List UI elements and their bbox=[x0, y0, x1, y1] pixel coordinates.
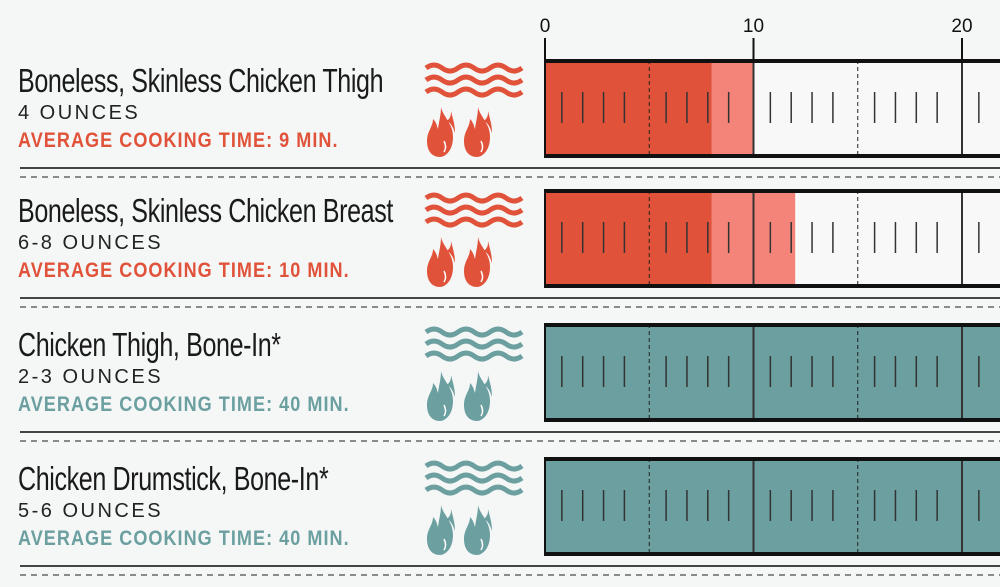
bar-value bbox=[545, 458, 1000, 555]
flame-shape bbox=[427, 371, 455, 421]
cut-weight: 5-6 OUNCES bbox=[18, 500, 164, 522]
wave-line bbox=[424, 338, 524, 350]
flame-icon bbox=[464, 505, 492, 555]
flame-shape bbox=[427, 505, 455, 555]
wave-line bbox=[424, 74, 524, 86]
flame-icon bbox=[427, 107, 455, 157]
row-label: Boneless, Skinless Chicken Breast 6-8 OUN… bbox=[18, 192, 511, 283]
flame-shape bbox=[427, 237, 455, 287]
bar-row bbox=[20, 323, 1000, 442]
cut-title: Chicken Thigh, Bone-In* bbox=[18, 326, 281, 363]
wave-line bbox=[424, 326, 524, 338]
flame-icon bbox=[427, 237, 455, 287]
wave-line bbox=[424, 460, 524, 472]
row-label: Chicken Drumstick, Bone-In* 5-6 OUNCES AVE… bbox=[18, 460, 426, 551]
bar-range-min bbox=[545, 60, 712, 157]
wave-line bbox=[424, 472, 524, 484]
row-label: Boneless, Skinless Chicken Thigh 4 OUNCES… bbox=[18, 62, 498, 153]
flame-icon bbox=[464, 107, 492, 157]
waves-icon bbox=[424, 192, 524, 228]
row-label: Chicken Thigh, Bone-In* 2-3 OUNCES AVERAGE… bbox=[18, 326, 404, 417]
cut-weight: 2-3 OUNCES bbox=[18, 366, 164, 388]
flame-highlight bbox=[480, 270, 484, 283]
flame-icon bbox=[427, 505, 455, 555]
flame-icon bbox=[464, 371, 492, 421]
flame-highlight bbox=[480, 404, 484, 417]
flame-highlight bbox=[480, 140, 484, 153]
average-cooking-time: AVERAGE COOKING TIME: 10 MIN. bbox=[18, 259, 350, 282]
flame-shape bbox=[464, 107, 492, 157]
wave-line bbox=[424, 192, 524, 204]
x-tick-label: 10 bbox=[743, 16, 764, 37]
bar-row bbox=[20, 457, 1000, 576]
cut-weight: 6-8 OUNCES bbox=[18, 232, 164, 254]
bar-row bbox=[20, 189, 1000, 308]
flame-shape bbox=[464, 371, 492, 421]
flame-highlight bbox=[443, 404, 447, 417]
flame-highlight bbox=[443, 538, 447, 551]
cut-weight: 4 OUNCES bbox=[18, 102, 141, 124]
waves-icon bbox=[424, 326, 524, 362]
wave-line bbox=[424, 350, 524, 362]
bar-range-max bbox=[711, 60, 754, 157]
flame-highlight bbox=[443, 270, 447, 283]
average-cooking-time: AVERAGE COOKING TIME: 40 MIN. bbox=[18, 393, 350, 416]
wave-line bbox=[424, 204, 524, 216]
cut-title: Boneless, Skinless Chicken Thigh bbox=[18, 62, 384, 99]
bar-value bbox=[545, 324, 1000, 421]
cut-title: Chicken Drumstick, Bone-In* bbox=[18, 460, 329, 497]
x-tick-label: 0 bbox=[540, 16, 551, 37]
wave-line bbox=[424, 86, 524, 98]
x-tick-label: 20 bbox=[951, 16, 972, 37]
average-cooking-time: AVERAGE COOKING TIME: 40 MIN. bbox=[18, 527, 350, 550]
wave-line bbox=[424, 62, 524, 74]
waves-icon bbox=[424, 62, 524, 98]
flame-shape bbox=[464, 505, 492, 555]
flame-highlight bbox=[443, 140, 447, 153]
flame-icon bbox=[464, 237, 492, 287]
bar-row bbox=[20, 59, 1000, 178]
flame-shape bbox=[427, 107, 455, 157]
average-cooking-time: AVERAGE COOKING TIME: 9 MIN. bbox=[18, 129, 339, 152]
wave-line bbox=[424, 216, 524, 228]
bar-range-min bbox=[545, 190, 712, 287]
flame-shape bbox=[464, 237, 492, 287]
waves-icon bbox=[424, 460, 524, 496]
flame-highlight bbox=[480, 538, 484, 551]
cut-title: Boneless, Skinless Chicken Breast bbox=[18, 192, 393, 229]
flame-icon bbox=[427, 371, 455, 421]
wave-line bbox=[424, 484, 524, 496]
